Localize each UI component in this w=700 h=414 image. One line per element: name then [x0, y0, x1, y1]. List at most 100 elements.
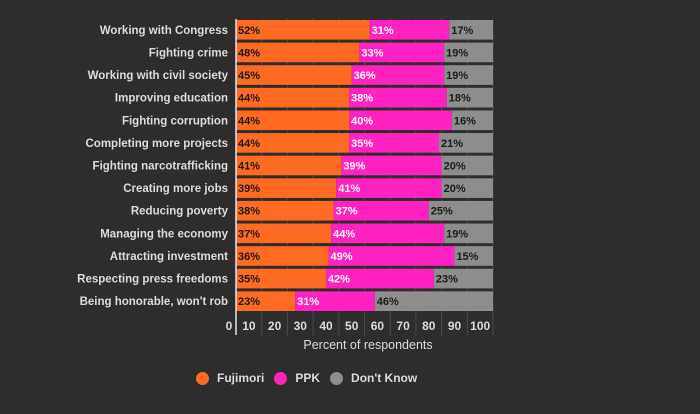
data-label: 40% [351, 115, 373, 127]
data-label: 17% [451, 25, 473, 37]
data-label: 19% [446, 70, 468, 82]
bar-segment-don-t-know [428, 200, 493, 221]
data-label: 36% [354, 70, 376, 82]
tick-label: 30 [294, 319, 308, 333]
data-label: 23% [436, 274, 458, 286]
tick-label: 10 [242, 319, 256, 333]
category-label: Respecting press freedoms [77, 274, 228, 286]
category-labels: Working with Congress Fighting crime Worki… [77, 25, 228, 308]
bar-segment-fujimori [236, 133, 350, 153]
bar-segment-fujimori [236, 110, 350, 131]
bar-segment-ppk [336, 178, 442, 198]
data-label: 23% [238, 296, 260, 308]
category-label: Attracting investment [110, 251, 228, 263]
data-label: 31% [372, 25, 394, 37]
bar-segment-ppk [349, 87, 447, 108]
bar-segment-ppk [349, 133, 440, 153]
data-label: 44% [238, 115, 260, 127]
tick-label: 70 [396, 319, 410, 333]
data-label: 38% [351, 93, 373, 105]
bar-segment-don-t-know [449, 20, 493, 40]
data-label: 46% [377, 296, 399, 308]
tick-label: 100 [470, 319, 490, 333]
data-label: 38% [238, 206, 260, 218]
category-label: Managing the economy [100, 228, 228, 240]
tick-label: 20 [268, 319, 282, 333]
category-label: Creating more jobs [123, 183, 228, 195]
bar-segment-don-t-know [441, 178, 493, 198]
category-label: Fighting crime [149, 47, 228, 59]
data-label: 21% [441, 138, 463, 150]
bar-segment-fujimori [236, 87, 350, 108]
data-label: 16% [454, 115, 476, 127]
data-label: 52% [238, 25, 260, 37]
data-label: 33% [361, 47, 383, 59]
data-label: 49% [331, 251, 353, 263]
data-label: 31% [297, 296, 319, 308]
data-label: 44% [238, 93, 260, 105]
category-label: Completing more projects [86, 138, 229, 150]
data-label: 35% [238, 274, 260, 286]
bar-segment-don-t-know [441, 155, 493, 176]
data-label: 19% [446, 228, 468, 240]
legend-item-ppk[interactable]: PPK [274, 371, 320, 385]
legend-label: Don't Know [351, 371, 418, 385]
category-label: Fighting narcotrafficking [93, 161, 228, 173]
bar-segment-don-t-know [446, 87, 493, 108]
data-label: 37% [238, 228, 260, 240]
category-label: Reducing poverty [131, 206, 229, 218]
x-axis-title: Percent of respondents [303, 338, 432, 352]
category-label: Fighting corruption [122, 115, 228, 127]
bar-segment-ppk [341, 155, 442, 176]
bar-segment-fujimori [236, 155, 342, 176]
category-label: Being honorable, won't rob [80, 296, 228, 308]
legend: Fujimori PPK Don't Know [196, 371, 427, 385]
legend-item-dont-know[interactable]: Don't Know [330, 371, 417, 385]
data-label: 45% [238, 70, 260, 82]
bar-segment-ppk [351, 65, 445, 85]
bar-segment-ppk [369, 20, 450, 40]
data-label: 39% [343, 161, 365, 173]
data-label: 35% [351, 138, 373, 150]
bar-segment-ppk [328, 246, 455, 266]
data-label: 44% [333, 228, 355, 240]
bar-segment-ppk [359, 42, 445, 63]
bar-segment-fujimori [236, 200, 334, 221]
bar-segment-fujimori [236, 246, 329, 266]
bar-segment-don-t-know [444, 65, 493, 85]
tick-label: 50 [345, 319, 359, 333]
data-label: 48% [238, 47, 260, 59]
category-label: Improving education [115, 93, 228, 105]
bar-segment-ppk [331, 223, 445, 244]
bars: 52% 31% 17% 48% 33% 19% 45% 36% 19% 44% 38% 18% 44% 4… [236, 20, 493, 311]
legend-label: PPK [295, 371, 321, 385]
bar-segment-fujimori [236, 268, 326, 289]
legend-item-fujimori[interactable]: Fujimori [196, 371, 264, 385]
bar-segment-don-t-know [454, 246, 493, 266]
bar-segment-ppk [333, 200, 429, 221]
legend-swatch-ppk [274, 371, 288, 385]
tick-label: 40 [319, 319, 333, 333]
data-label: 39% [238, 183, 260, 195]
data-label: 15% [456, 251, 478, 263]
tick-label: 90 [448, 319, 462, 333]
data-label: 36% [238, 251, 260, 263]
bar-segment-fujimori [236, 291, 296, 311]
bar-segment-fujimori [236, 178, 337, 198]
tick-label: 80 [422, 319, 436, 333]
bar-segment-don-t-know [444, 223, 493, 244]
bar-segment-fujimori [236, 223, 332, 244]
data-label: 41% [238, 161, 260, 173]
category-label: Working with civil society [88, 70, 229, 82]
data-label: 20% [444, 183, 466, 195]
data-label: 25% [431, 206, 453, 218]
bar-segment-ppk [325, 268, 434, 289]
bar-segment-fujimori [236, 20, 370, 40]
bar-segment-don-t-know [433, 268, 493, 289]
bar-segment-don-t-know [439, 133, 493, 153]
tick-label: 0 [226, 319, 233, 333]
data-label: 44% [238, 138, 260, 150]
data-label: 19% [446, 47, 468, 59]
tick-label: 60 [371, 319, 385, 333]
